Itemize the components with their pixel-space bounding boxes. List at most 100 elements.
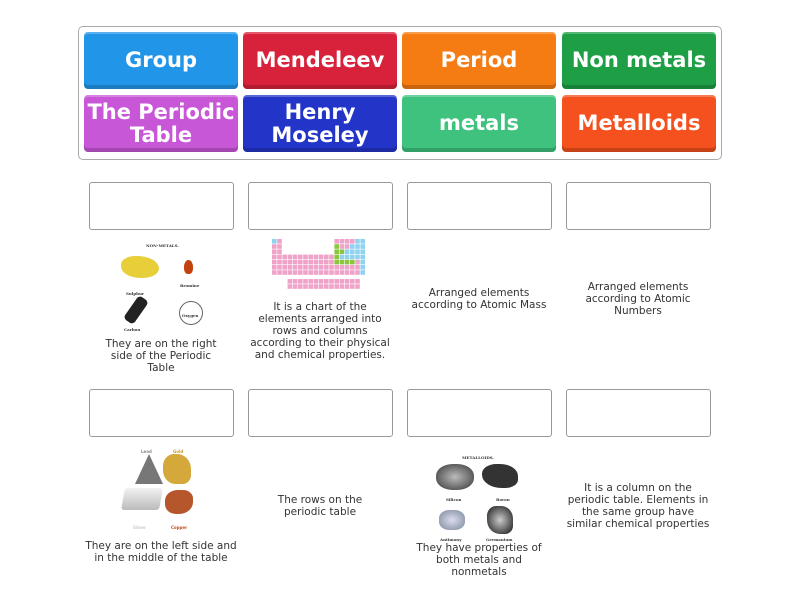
element-cell: [355, 259, 360, 265]
element-cell: [324, 279, 329, 284]
element-cell: [282, 254, 287, 260]
element-cell: [292, 259, 298, 265]
element-cell: [355, 244, 360, 249]
drop-zone-4[interactable]: [566, 182, 711, 230]
non-metals-image: NON-METALS. Sulphur Bromine Carbon Oxyge…: [116, 238, 206, 332]
element-cell: [298, 279, 303, 284]
element-cell: [344, 284, 350, 289]
element-cell: [324, 254, 329, 260]
element-cell: [272, 270, 277, 275]
element-cell: [272, 239, 277, 244]
element-cell: [277, 239, 282, 244]
element-cell: [334, 254, 339, 260]
element-cell: [308, 254, 313, 260]
drop-zone-2[interactable]: [248, 182, 393, 230]
element-cell: [360, 254, 365, 260]
tile-metals[interactable]: metals: [402, 95, 556, 152]
element-cell: [292, 254, 298, 260]
element-cell: [355, 249, 360, 254]
element-cell: [355, 265, 360, 270]
element-cell: [272, 244, 277, 249]
tile-the-periodic-table[interactable]: The Periodic Table: [84, 95, 238, 152]
card-henry-moseley: Arranged elements according to Atomic Nu…: [558, 281, 718, 317]
element-cell: [329, 254, 334, 260]
element-cell: [298, 270, 303, 275]
element-cell: [329, 265, 334, 270]
periodic-table-grid: [272, 239, 365, 289]
element-cell: [292, 284, 298, 289]
element-cell: [355, 254, 360, 260]
element-cell: [282, 259, 287, 265]
element-cell: [277, 254, 282, 260]
element-cell: [272, 254, 277, 260]
element-cell: [334, 259, 339, 265]
element-cell: [334, 239, 339, 244]
tile-non-metals[interactable]: Non metals: [562, 32, 716, 89]
element-cell: [329, 270, 334, 275]
drop-zone-3[interactable]: [407, 182, 552, 230]
element-cell: [350, 239, 355, 244]
element-cell: [324, 265, 329, 270]
tile-period[interactable]: Period: [402, 32, 556, 89]
element-cell: [313, 259, 319, 265]
element-cell: [292, 279, 298, 284]
element-cell: [318, 284, 324, 289]
tile-metalloids[interactable]: Metalloids: [562, 95, 716, 152]
element-cell: [282, 270, 287, 275]
element-cell: [360, 259, 365, 265]
element-cell: [339, 254, 345, 260]
element-cell: [292, 265, 298, 270]
element-cell: [350, 279, 355, 284]
element-cell: [277, 259, 282, 265]
element-cell: [313, 265, 319, 270]
card-text: Arranged elements according to Atomic Ma…: [411, 287, 547, 311]
element-cell: [303, 284, 308, 289]
element-cell: [355, 239, 360, 244]
element-cell: [303, 259, 308, 265]
tile-henry-moseley[interactable]: Henry Moseley: [243, 95, 397, 152]
element-cell: [339, 270, 345, 275]
element-cell: [350, 249, 355, 254]
element-cell: [350, 259, 355, 265]
drop-zone-1[interactable]: [89, 182, 234, 230]
element-cell: [308, 284, 313, 289]
element-cell: [334, 284, 339, 289]
tile-mendeleev[interactable]: Mendeleev: [243, 32, 397, 89]
element-cell: [313, 284, 319, 289]
card-mendeleev: Arranged elements according to Atomic Ma…: [399, 287, 559, 311]
element-cell: [344, 249, 350, 254]
metalloids-image: METALLOIDS. Silicon Boron Antimony Germa…: [434, 450, 524, 542]
element-cell: [339, 249, 345, 254]
element-cell: [277, 265, 282, 270]
element-cell: [339, 244, 345, 249]
card-metalloids: METALLOIDS. Silicon Boron Antimony Germa…: [399, 450, 559, 578]
element-cell: [355, 270, 360, 275]
element-cell: [329, 259, 334, 265]
element-cell: [282, 265, 287, 270]
element-cell: [344, 254, 350, 260]
element-cell: [313, 279, 319, 284]
element-cell: [277, 249, 282, 254]
element-cell: [360, 270, 365, 275]
element-cell: [272, 259, 277, 265]
drop-zone-8[interactable]: [566, 389, 711, 437]
element-cell: [318, 259, 324, 265]
element-cell: [339, 239, 345, 244]
drop-zone-6[interactable]: [248, 389, 393, 437]
element-cell: [308, 279, 313, 284]
drop-zone-7[interactable]: [407, 389, 552, 437]
element-cell: [298, 259, 303, 265]
element-cell: [287, 270, 293, 275]
element-cell: [334, 270, 339, 275]
tile-group[interactable]: Group: [84, 32, 238, 89]
element-cell: [308, 259, 313, 265]
card-text: The rows on the periodic table: [277, 494, 363, 518]
element-cell: [334, 279, 339, 284]
element-cell: [344, 265, 350, 270]
element-cell: [339, 284, 345, 289]
element-cell: [298, 284, 303, 289]
element-cell: [287, 254, 293, 260]
drop-zone-5[interactable]: [89, 389, 234, 437]
element-cell: [339, 279, 345, 284]
element-cell: [272, 265, 277, 270]
